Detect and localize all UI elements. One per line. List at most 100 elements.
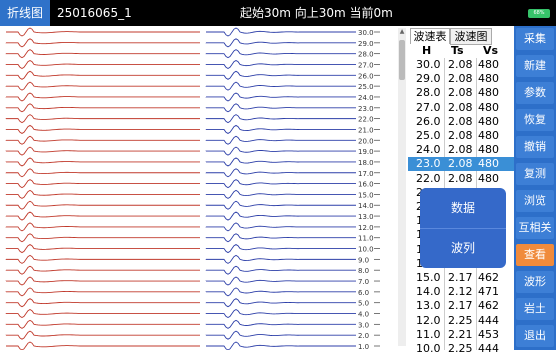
trace-blue <box>206 27 356 37</box>
cell-vs: 480 <box>478 171 499 185</box>
trace-blue <box>205 135 356 145</box>
trace-red <box>5 179 200 189</box>
depth-label: 13.0 <box>358 213 374 221</box>
sidebar-button[interactable]: 复测 <box>516 163 554 185</box>
cell-h: 28.0 <box>416 86 441 100</box>
depth-label: 18.0 <box>358 159 374 167</box>
trace-red <box>5 81 200 91</box>
wave-column-button[interactable]: 波列 <box>450 241 475 255</box>
depth-label: 22.0 <box>358 116 374 124</box>
waveform-area[interactable]: 30.0 29.0 28.0 27.0 26.0 25.0 24.0 23.0 22.0 21.0… <box>0 26 408 351</box>
cell-vs: 480 <box>478 114 499 128</box>
cell-vs: 444 <box>478 313 499 327</box>
file-name: 25016065_1 <box>57 6 132 20</box>
header-h: H <box>422 44 432 57</box>
trace-red <box>6 27 200 37</box>
scroll-thumb[interactable] <box>399 40 405 80</box>
trace-blue <box>206 298 356 308</box>
table-row[interactable]: 14.0 2.12 471 <box>408 285 514 299</box>
trace-red <box>5 168 200 178</box>
cell-h: 14.0 <box>416 285 441 299</box>
trace-red <box>5 92 200 102</box>
table-row[interactable]: 29.0 2.08 480 <box>408 72 514 86</box>
cell-vs: 480 <box>478 157 499 171</box>
table-row[interactable]: 26.0 2.08 480 <box>408 115 514 129</box>
sidebar-button[interactable]: 互相关 <box>516 217 554 239</box>
sidebar-button[interactable]: 查看 <box>516 244 554 266</box>
cell-vs: 480 <box>478 58 499 71</box>
trace-red <box>5 265 200 275</box>
depth-label: 10.0 <box>358 246 374 254</box>
table-row[interactable]: 24.0 2.08 480 <box>408 143 514 157</box>
cell-h: 23.0 <box>416 157 441 171</box>
trace-red <box>5 70 200 80</box>
trace-blue <box>205 244 356 254</box>
table-row[interactable]: 12.0 2.25 444 <box>408 314 514 328</box>
cell-h: 25.0 <box>416 129 441 142</box>
data-button[interactable]: 数据 <box>420 188 506 229</box>
sidebar-button[interactable]: 新建 <box>516 55 554 77</box>
cell-vs: 453 <box>478 327 499 341</box>
depth-label: 14.0 <box>358 202 374 210</box>
table-row[interactable]: 11.0 2.21 453 <box>408 328 514 342</box>
trace-red <box>5 157 200 167</box>
trace-red <box>5 38 200 48</box>
cell-ts: 2.25 <box>448 313 473 327</box>
trace-red <box>5 211 200 221</box>
trace-red <box>5 319 200 329</box>
tab-line-chart[interactable]: 折线图 <box>0 0 50 26</box>
cell-ts: 2.08 <box>448 58 473 71</box>
sidebar-button[interactable]: 退出 <box>516 325 554 347</box>
tab-velocity-table[interactable]: 波速表 <box>410 28 450 44</box>
scroll-up-icon[interactable]: ▲ <box>399 28 405 35</box>
trace-red <box>5 49 200 59</box>
table-row[interactable]: 30.0 2.08 480 <box>408 58 514 72</box>
trace-blue <box>205 49 356 59</box>
waveform-scrollbar[interactable]: ▲ <box>398 28 406 346</box>
tab-velocity-graph[interactable]: 波速图 <box>450 28 492 45</box>
sidebar-button[interactable]: 波形 <box>516 271 554 293</box>
trace-red <box>5 276 200 286</box>
depth-label: 23.0 <box>358 105 374 113</box>
trace-blue <box>205 59 356 70</box>
sidebar-button[interactable]: 岩土 <box>516 298 554 320</box>
table-header: H Ts Vs <box>408 44 514 58</box>
table-row[interactable]: 15.0 2.17 462 <box>408 271 514 285</box>
trace-blue <box>205 330 356 340</box>
trace-blue <box>205 92 356 102</box>
cell-vs: 471 <box>478 285 499 299</box>
cell-ts: 2.17 <box>448 271 473 284</box>
trace-red <box>6 341 200 351</box>
depth-label: 28.0 <box>358 51 374 59</box>
table-row[interactable]: 27.0 2.08 480 <box>408 101 514 115</box>
table-row[interactable]: 13.0 2.17 462 <box>408 299 514 313</box>
depth-label: 21.0 <box>358 126 374 134</box>
trace-blue <box>205 38 356 48</box>
sidebar-button[interactable]: 参数 <box>516 82 554 104</box>
trace-red <box>5 308 200 319</box>
table-row[interactable]: 10.0 2.25 444 <box>408 342 514 356</box>
sidebar-button[interactable]: 撤销 <box>516 136 554 158</box>
depth-label: 30.0 <box>358 29 374 37</box>
sidebar-button[interactable]: 浏览 <box>516 190 554 212</box>
cell-vs: 480 <box>478 100 499 114</box>
sidebar-button[interactable]: 采集 <box>516 28 554 50</box>
cell-ts: 2.12 <box>448 285 473 299</box>
trace-blue <box>205 276 356 286</box>
table-row[interactable]: 25.0 2.08 480 <box>408 129 514 143</box>
cell-ts: 2.08 <box>448 72 473 86</box>
trace-blue <box>205 222 356 232</box>
cell-ts: 2.08 <box>448 129 473 142</box>
table-row[interactable]: 23.0 2.08 480 <box>408 157 514 172</box>
cell-ts: 2.25 <box>448 342 473 355</box>
sidebar-button[interactable]: 恢复 <box>516 109 554 131</box>
trace-red <box>5 244 200 254</box>
trace-red <box>5 114 200 124</box>
table-row[interactable]: 22.0 2.08 480 <box>408 172 514 186</box>
trace-blue <box>205 287 356 297</box>
table-row[interactable]: 28.0 2.08 480 <box>408 86 514 100</box>
depth-label: 26.0 <box>358 72 374 80</box>
cell-h: 10.0 <box>416 342 441 355</box>
depth-label: 24.0 <box>358 94 374 102</box>
trace-red <box>5 200 200 210</box>
